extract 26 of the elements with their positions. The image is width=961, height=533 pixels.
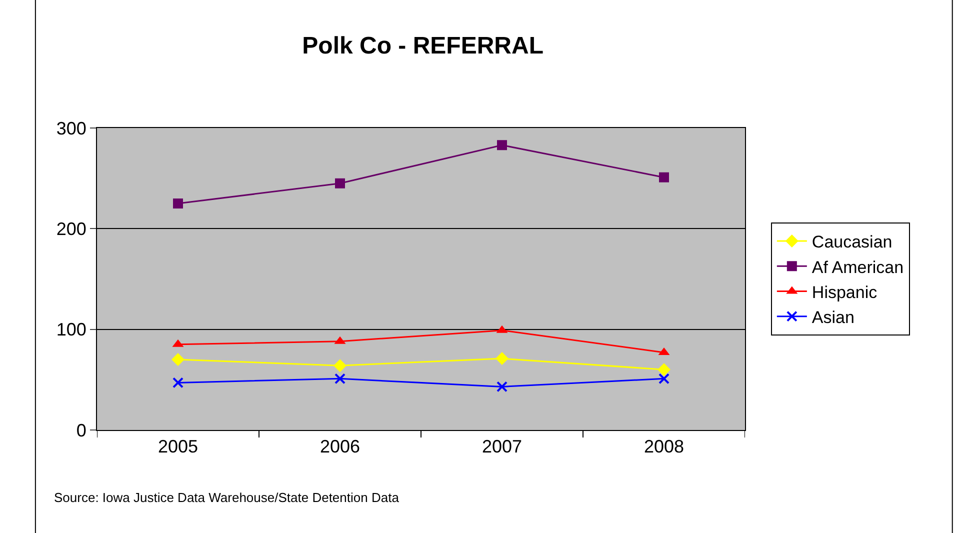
y-tick-label: 0 [76,420,86,440]
chart-title: Polk Co - REFERRAL [302,32,544,60]
point [172,353,184,366]
point [658,373,670,384]
y-tick-label: 300 [56,118,86,138]
point [497,140,507,150]
y-tick-label: 200 [56,218,86,239]
y-tick-label: 100 [56,320,86,340]
x-tick-label: 2006 [320,436,360,457]
point [172,377,184,388]
legend-label: Caucasian [812,232,892,252]
point [335,178,345,188]
point [496,381,508,392]
point [173,198,183,208]
legend-label: Af American [812,258,904,277]
x-tick-label: 2007 [482,436,522,457]
x-tick-label: 2005 [158,436,198,457]
x-tick-label: 2008 [644,436,684,457]
point [496,352,508,366]
legend-label: Asian [812,308,854,327]
legend-label: Hispanic [812,282,878,302]
source-note: Source: Iowa Justice Data Warehouse/State Detention Data [54,490,400,505]
point [658,363,670,376]
point [334,359,346,372]
point [334,373,346,384]
point [659,172,669,182]
